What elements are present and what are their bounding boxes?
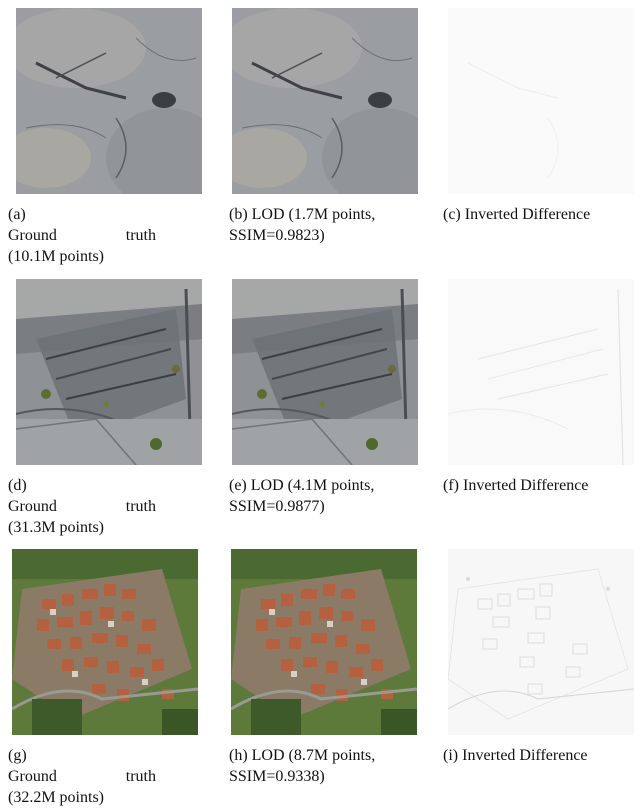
- caption-title: LOD (8.7M points,: [251, 747, 376, 764]
- caption-word: truth: [125, 768, 156, 785]
- caption-label: (b): [229, 206, 248, 223]
- caption-line2: (31.3M points): [8, 519, 104, 536]
- caption-word: truth: [125, 227, 156, 244]
- caption-label: (c): [443, 206, 461, 223]
- ground-truth-image-d: [16, 279, 202, 465]
- caption-line2: SSIM=0.9338): [229, 768, 325, 785]
- caption-label: (g): [8, 747, 27, 764]
- caption-title: Inverted Difference: [464, 206, 591, 223]
- caption-b: (b) LOD (1.7M points, SSIM=0.9823): [229, 204, 375, 246]
- caption-a: (a) Ground truth (10.1M points): [8, 204, 208, 267]
- inverted-difference-image-c: [448, 8, 634, 194]
- caption-i: (i) Inverted Difference: [443, 745, 588, 766]
- caption-line2: SSIM=0.9877): [229, 498, 325, 515]
- caption-e: (e) LOD (4.1M points, SSIM=0.9877): [229, 475, 374, 517]
- caption-line2: SSIM=0.9823): [229, 227, 325, 244]
- caption-g: (g) Ground truth (32.2M points): [8, 745, 208, 808]
- ground-truth-image-a: [16, 8, 202, 194]
- caption-title: Ground truth: [8, 766, 156, 787]
- ground-truth-image-g: [12, 549, 198, 735]
- lod-image-e: [232, 279, 418, 465]
- lod-image-h: [231, 549, 417, 735]
- caption-word: Ground: [8, 768, 57, 785]
- caption-title: Inverted Difference: [462, 477, 589, 494]
- caption-f: (f) Inverted Difference: [443, 475, 588, 496]
- caption-title: Ground truth: [8, 496, 156, 517]
- inverted-difference-image-f: [448, 279, 634, 465]
- caption-label: (h): [229, 747, 248, 764]
- caption-title: LOD (1.7M points,: [251, 206, 376, 223]
- inverted-difference-image-i: [448, 549, 634, 735]
- caption-label: (e): [229, 477, 247, 494]
- caption-d: (d) Ground truth (31.3M points): [8, 475, 208, 538]
- caption-label: (f): [443, 477, 459, 494]
- caption-title: Inverted Difference: [462, 747, 588, 764]
- caption-title: LOD (4.1M points,: [250, 477, 375, 494]
- caption-h: (h) LOD (8.7M points, SSIM=0.9338): [229, 745, 375, 787]
- caption-c: (c) Inverted Difference: [443, 204, 590, 225]
- caption-line2: (10.1M points): [8, 248, 104, 265]
- caption-word: Ground: [8, 498, 57, 515]
- caption-label: (i): [443, 747, 459, 764]
- caption-title: Ground truth: [8, 225, 156, 246]
- caption-label: (a): [8, 206, 26, 223]
- caption-label: (d): [8, 477, 27, 494]
- lod-image-b: [232, 8, 418, 194]
- caption-line2: (32.2M points): [8, 789, 104, 806]
- caption-word: Ground: [8, 227, 57, 244]
- caption-word: truth: [125, 498, 156, 515]
